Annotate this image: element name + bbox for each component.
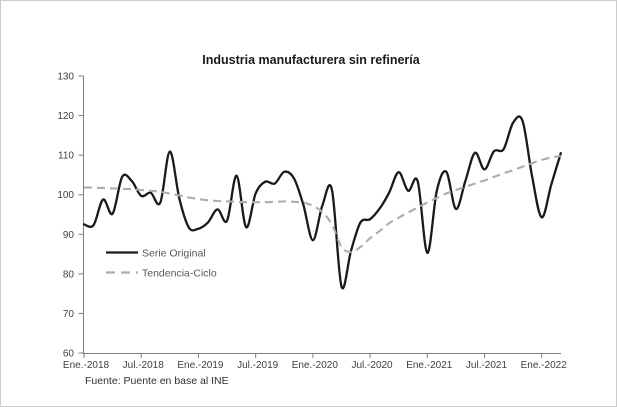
y-axis: 130 120 110 100 90 80 70 60 [57,72,84,360]
x-tick-label: Jul.-2021 [466,360,508,371]
y-tick-label: 100 [57,190,74,201]
legend-label-tendencia-ciclo: Tendencia-Ciclo [142,268,217,280]
legend: Serie Original Tendencia-Ciclo [106,248,217,280]
x-tick-label: Jul.-2018 [123,360,165,371]
x-tick-label: Jul.-2020 [351,360,393,371]
series-layer [82,115,562,290]
x-tick-label: Ene.-2019 [177,360,224,371]
x-tick-label: Jul.-2019 [237,360,279,371]
y-tick-label: 80 [63,269,75,280]
legend-label-serie-original: Serie Original [142,248,206,260]
x-tick-label: Ene.-2022 [521,360,568,371]
source-note: Fuente: Puente en base al INE [85,375,229,387]
y-tick-label: 110 [58,151,74,162]
x-tick-label: Ene.-2018 [63,360,110,371]
x-axis: Ene.-2018 Jul.-2018 Ene.-2019 Jul.-2019 Ene.… [63,353,568,371]
y-tick-label: 90 [63,230,75,241]
y-tick-label: 60 [63,349,75,360]
x-tick-label: Ene.-2021 [406,360,453,371]
chart-title: Industria manufacturera sin refinería [202,53,420,67]
y-tick-label: 120 [57,111,74,122]
y-tick-label: 70 [63,309,75,320]
x-tick-label: Ene.-2020 [292,360,339,371]
y-tick-label: 130 [57,72,74,83]
tendencia-ciclo-line [83,154,561,254]
serie-original-line [82,115,562,290]
